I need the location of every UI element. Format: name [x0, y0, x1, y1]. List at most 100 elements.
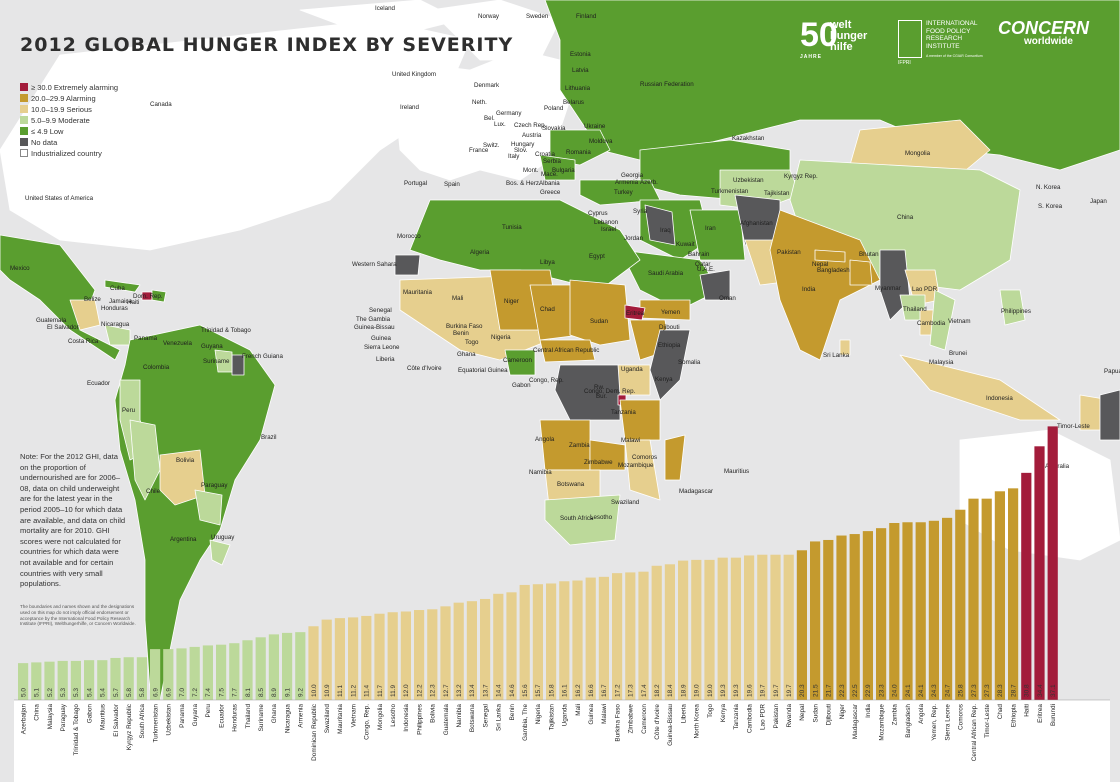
category-label: Lao PDR: [760, 704, 767, 730]
map-label: Slov.: [514, 147, 528, 154]
data-label: 15.6: [522, 684, 529, 697]
data-label: 5.8: [139, 688, 146, 697]
country-shape: [394, 254, 421, 276]
bar: [506, 592, 517, 700]
country-shape: [549, 129, 611, 166]
category-label: Suriname: [258, 704, 265, 732]
bar: [836, 535, 847, 700]
data-label: 8.5: [258, 688, 265, 697]
bar-chart: 5.0 Azerbaijan 5.1 China 5.2 Malaysia 5.3 Parag…: [14, 426, 1110, 782]
bar: [942, 517, 953, 700]
map-label: Gabon: [512, 382, 531, 389]
map-label: The Gambia: [356, 316, 391, 323]
map-label: Comoros: [632, 454, 657, 461]
category-label: Turkmenistan: [152, 704, 159, 743]
map-label: Canada: [150, 101, 172, 108]
category-label: Malaysia: [47, 704, 54, 730]
category-label: Vietnam: [350, 704, 357, 727]
category-label: Central African Rep.: [971, 704, 978, 761]
category-label: Philippines: [416, 704, 423, 735]
map-label: Rw.: [594, 384, 605, 391]
country-shape: [544, 494, 621, 546]
country-shape: [504, 349, 536, 376]
bar: [876, 528, 887, 700]
data-label: 13.7: [482, 684, 489, 697]
bar: [730, 557, 741, 700]
bar: [176, 648, 187, 700]
data-label: 19.6: [746, 684, 753, 697]
map-label: Guinea: [371, 335, 392, 342]
category-label: Nigeria: [535, 704, 542, 725]
legend-swatch: [20, 149, 28, 157]
map-label: Croatia: [535, 151, 556, 158]
bar: [57, 660, 68, 700]
map-label: Togo: [465, 339, 479, 346]
map-label: Indonesia: [986, 395, 1013, 402]
map-label: El Salvador: [47, 324, 79, 331]
legend-item: No data: [20, 137, 118, 148]
data-label: 6.9: [152, 688, 159, 697]
map-label: Bolivia: [176, 457, 195, 464]
category-label: Trinidad & Tobago: [73, 704, 80, 756]
map-label: Belarus: [563, 99, 584, 106]
bar: [229, 643, 240, 700]
data-label: 7.7: [232, 688, 239, 697]
country-shape: [1099, 389, 1120, 441]
bar: [414, 610, 425, 700]
map-label: Zimbabwe: [584, 459, 613, 466]
bar: [598, 576, 609, 700]
country-shape: [209, 539, 231, 566]
map-label: Somalia: [678, 359, 701, 366]
bar: [466, 601, 477, 700]
data-label: 11.7: [377, 684, 384, 697]
map-label: French Guiana: [242, 353, 283, 360]
map-label: Jamaica: [109, 298, 133, 305]
category-label: India: [865, 704, 872, 718]
data-label: 12.0: [403, 684, 410, 697]
data-label: 13.2: [456, 684, 463, 697]
data-label: 27.3: [984, 684, 991, 697]
map-label: Bel.: [484, 115, 495, 122]
legend-item: 5.0–9.9 Moderate: [20, 115, 118, 126]
data-label: 20.3: [799, 684, 806, 697]
bar: [546, 583, 557, 700]
map-label: Switz.: [483, 142, 500, 149]
category-label: Kenya: [720, 704, 727, 723]
map-label: Nicaragua: [101, 321, 130, 328]
map-label: Botswana: [557, 481, 585, 488]
bar: [1047, 426, 1058, 700]
bar: [282, 632, 293, 700]
map-label: Jordan: [624, 235, 643, 242]
bar: [136, 657, 147, 700]
map-label: Central African Republic: [533, 347, 599, 354]
bar: [163, 649, 174, 700]
bar: [783, 554, 794, 700]
map-label: Honduras: [101, 305, 128, 312]
map-label: Swaziland: [611, 499, 640, 506]
map-label: Japan: [1090, 198, 1107, 205]
category-label: Timor-Leste: [984, 704, 991, 738]
map-label: N. Korea: [1036, 184, 1061, 191]
category-label: Gabon: [86, 704, 93, 724]
category-label: Guatemala: [443, 704, 450, 736]
map-label: Saudi Arabia: [648, 270, 684, 277]
category-label: Haiti: [1024, 704, 1031, 717]
category-label: Sierra Leone: [944, 704, 951, 741]
map-label: Norway: [478, 13, 500, 20]
map-label: Cambodia: [917, 320, 946, 327]
map-label: Eritrea: [626, 310, 645, 317]
country-shape: [624, 439, 661, 501]
country-shape: [214, 349, 233, 373]
map-label: Mexico: [10, 265, 30, 272]
map-label: United Kingdom: [392, 71, 436, 78]
bar: [427, 609, 438, 700]
data-label: 13.4: [469, 684, 476, 697]
map-label: Spain: [444, 181, 460, 188]
bar: [361, 615, 372, 700]
map-label: Trinidad & Tobago: [201, 327, 251, 334]
category-label: Panama: [179, 704, 186, 728]
map-label: Ghana: [457, 351, 476, 358]
bar: [770, 554, 781, 700]
country-shape: [617, 364, 651, 396]
map-label: S. Korea: [1038, 203, 1063, 210]
